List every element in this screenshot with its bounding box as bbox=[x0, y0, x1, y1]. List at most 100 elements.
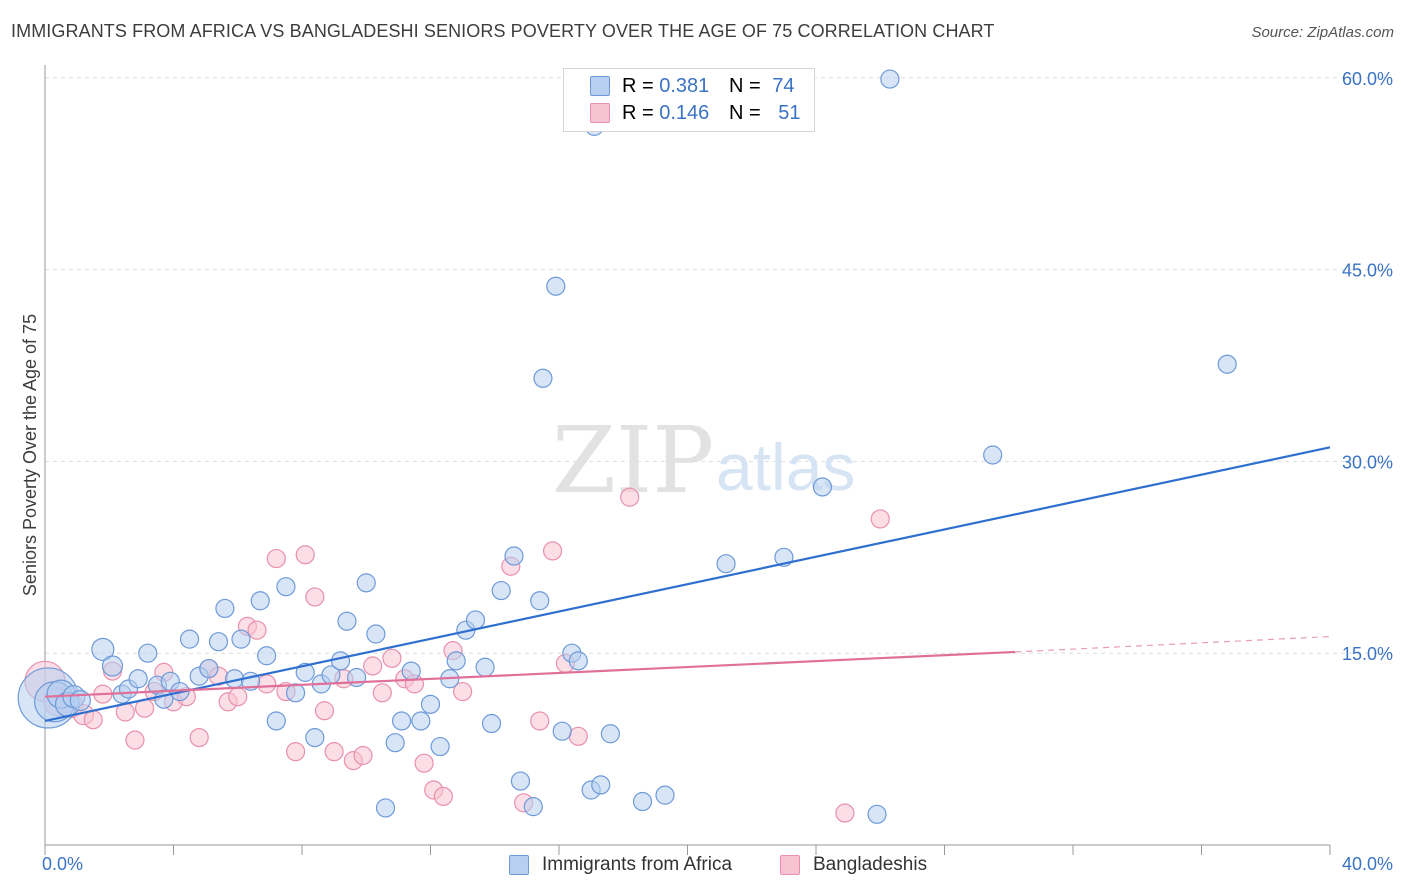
bangladeshis-point bbox=[266, 548, 286, 569]
immigrants-from-africa-point bbox=[154, 689, 174, 709]
bangladeshis-point bbox=[870, 509, 890, 529]
immigrants-from-africa-point bbox=[568, 651, 588, 671]
bangladeshis-point bbox=[305, 587, 325, 607]
immigrants-from-africa-point bbox=[179, 629, 200, 649]
bangladeshis-point bbox=[189, 727, 209, 748]
immigrants-from-africa-point bbox=[401, 661, 421, 681]
immigrants-from-africa-point bbox=[867, 804, 887, 824]
r-value: 0.146 bbox=[659, 102, 710, 124]
immigrants-from-africa-point bbox=[375, 798, 396, 818]
r-label: R = bbox=[622, 75, 660, 97]
legend-row-blue-n: N = 74 bbox=[729, 75, 795, 98]
legend-row-pink-n: N = 51 bbox=[729, 102, 801, 125]
bangladeshis-point bbox=[125, 730, 145, 750]
trend-line-immigrants-from-africa bbox=[44, 446, 1331, 723]
bangladeshis-point bbox=[314, 701, 335, 721]
x-tick-labels: 0.0% 40.0% bbox=[42, 854, 1393, 874]
legend-label: Immigrants from Africa bbox=[542, 854, 733, 875]
immigrants-from-africa-point bbox=[420, 694, 441, 714]
trend-line-bangladeshis bbox=[44, 650, 1016, 698]
immigrants-from-africa-point bbox=[491, 580, 511, 601]
immigrants-from-africa-point bbox=[128, 669, 148, 689]
bangladeshis-point bbox=[414, 753, 434, 773]
bangladeshis-point bbox=[295, 545, 315, 565]
immigrants-from-africa-point bbox=[208, 632, 229, 652]
immigrants-from-africa-point bbox=[546, 276, 566, 296]
immigrants-from-africa-point bbox=[504, 546, 524, 566]
bangladeshis-point bbox=[530, 711, 550, 731]
x-tick-label: 40.0% bbox=[1342, 854, 1393, 874]
immigrants-from-africa-point bbox=[276, 577, 296, 597]
y-tick-labels: 15.0% 30.0% 45.0% 60.0% bbox=[1342, 69, 1393, 664]
immigrants-from-africa-point bbox=[475, 657, 495, 677]
trend-line-bangladeshis-extension bbox=[1015, 635, 1331, 653]
bangladeshis-point bbox=[83, 710, 103, 730]
immigrants-from-africa-point bbox=[446, 651, 466, 671]
immigrants-from-africa-point bbox=[215, 598, 235, 619]
legend-swatch-pink bbox=[590, 103, 610, 123]
immigrants-from-africa-point bbox=[655, 785, 675, 805]
immigrants-from-africa-point bbox=[880, 69, 900, 89]
legend-item-bangladeshis: Bangladeshis bbox=[780, 852, 927, 878]
immigrants-from-africa-point bbox=[69, 689, 91, 712]
bangladeshis-point bbox=[353, 745, 373, 766]
immigrants-from-africa-point bbox=[366, 624, 386, 644]
immigrants-from-africa-point bbox=[552, 721, 572, 741]
immigrants-from-africa-point bbox=[385, 733, 405, 753]
bangladeshis-point bbox=[228, 687, 248, 707]
bangladeshis-point bbox=[285, 742, 306, 762]
trend-lines bbox=[44, 446, 1331, 723]
bangladeshis-point bbox=[324, 742, 344, 762]
bangladeshis-point bbox=[542, 541, 563, 561]
legend-swatch-blue bbox=[509, 855, 529, 875]
bangladeshis-point bbox=[835, 803, 855, 823]
bangladeshis-point bbox=[382, 648, 402, 668]
n-label: N = bbox=[729, 102, 767, 124]
immigrants-from-africa-point bbox=[523, 797, 543, 817]
y-tick-label: 60.0% bbox=[1342, 69, 1393, 89]
immigrants-from-africa-point bbox=[812, 477, 833, 497]
x-tick-label: 0.0% bbox=[42, 854, 83, 874]
series-bangladeshis bbox=[24, 487, 890, 823]
immigrants-from-africa-point bbox=[199, 658, 219, 679]
immigrants-from-africa-point bbox=[481, 713, 502, 734]
legend-swatch-blue bbox=[590, 76, 610, 96]
legend-row-blue: R = 0.381 bbox=[622, 75, 709, 98]
immigrants-from-africa-point bbox=[591, 775, 611, 795]
immigrants-from-africa-point bbox=[330, 651, 351, 671]
y-tick-label: 45.0% bbox=[1342, 261, 1393, 281]
immigrants-from-africa-point bbox=[465, 610, 486, 630]
legend-swatch-pink bbox=[780, 855, 800, 875]
bangladeshis-point bbox=[620, 487, 640, 507]
immigrants-from-africa-point bbox=[716, 554, 736, 574]
r-value: 0.381 bbox=[659, 75, 710, 97]
legend-label: Bangladeshis bbox=[813, 854, 928, 875]
y-axis-label: Seniors Poverty Over the Age of 75 bbox=[20, 314, 40, 596]
y-tick-label: 15.0% bbox=[1342, 644, 1393, 664]
n-value: 51 bbox=[778, 102, 801, 124]
bangladeshis-point bbox=[363, 656, 383, 676]
immigrants-from-africa-point bbox=[391, 711, 412, 731]
bangladeshis-point bbox=[257, 674, 277, 694]
immigrants-from-africa-point bbox=[983, 445, 1003, 465]
immigrants-from-africa-point bbox=[231, 629, 251, 649]
legend-row-pink: R = 0.146 bbox=[622, 102, 709, 125]
bangladeshis-point bbox=[568, 726, 588, 746]
immigrants-from-africa-point bbox=[530, 591, 550, 611]
correlation-legend: R = 0.381 N = 74 R = 0.146 N = 51 bbox=[563, 68, 815, 132]
immigrants-from-africa-point bbox=[285, 683, 306, 703]
immigrants-from-africa-point bbox=[347, 667, 367, 688]
chart-title: IMMIGRANTS FROM AFRICA VS BANGLADESHI SE… bbox=[11, 21, 995, 41]
immigrants-from-africa-point bbox=[138, 643, 158, 663]
immigrants-from-africa-point bbox=[337, 611, 357, 631]
bangladeshis-point bbox=[247, 620, 267, 640]
immigrants-from-africa-point bbox=[101, 655, 124, 677]
immigrants-from-africa-point bbox=[510, 771, 531, 791]
immigrants-from-africa-point bbox=[411, 711, 431, 731]
bangladeshis-point bbox=[453, 681, 473, 702]
immigrants-from-africa-point bbox=[356, 573, 376, 593]
bangladeshis-point bbox=[372, 683, 392, 703]
immigrants-from-africa-point bbox=[533, 368, 553, 388]
immigrants-from-africa-point bbox=[257, 646, 277, 666]
